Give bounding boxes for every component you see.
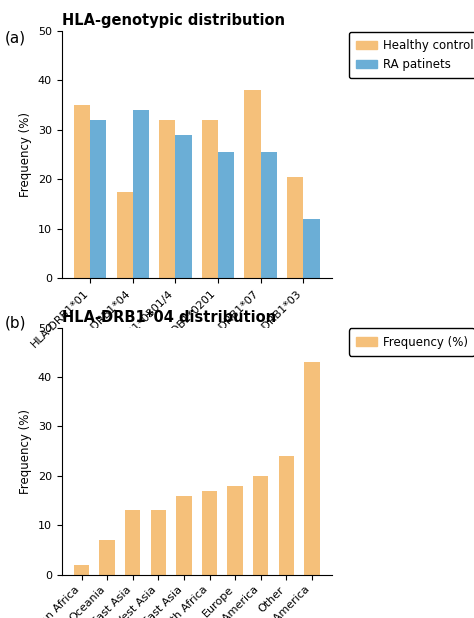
Bar xyxy=(117,192,133,278)
Bar xyxy=(159,120,175,278)
Text: HLA-DRB1*04 distribution: HLA-DRB1*04 distribution xyxy=(62,310,276,325)
Bar xyxy=(151,510,166,575)
Text: (a): (a) xyxy=(5,31,26,46)
Bar xyxy=(125,510,140,575)
Bar xyxy=(74,565,89,575)
Bar xyxy=(133,110,149,278)
Bar xyxy=(245,90,261,278)
Bar xyxy=(253,476,268,575)
Y-axis label: Frequency (%): Frequency (%) xyxy=(19,112,32,197)
Bar xyxy=(279,456,294,575)
Bar xyxy=(218,152,234,278)
Bar xyxy=(202,120,218,278)
Bar xyxy=(100,540,115,575)
Bar xyxy=(228,486,243,575)
Bar xyxy=(175,135,191,278)
Bar xyxy=(304,362,319,575)
Bar xyxy=(74,105,90,278)
Bar xyxy=(261,152,277,278)
Text: (b): (b) xyxy=(5,315,26,330)
Text: HLA-genotypic distribution: HLA-genotypic distribution xyxy=(62,14,284,28)
Bar xyxy=(303,219,319,278)
Bar xyxy=(287,177,303,278)
Bar xyxy=(202,491,217,575)
Legend: Healthy control, RA patinets: Healthy control, RA patinets xyxy=(348,32,474,78)
Y-axis label: Frequency (%): Frequency (%) xyxy=(19,408,32,494)
Bar xyxy=(90,120,106,278)
Legend: Frequency (%): Frequency (%) xyxy=(348,329,474,356)
Bar xyxy=(176,496,191,575)
